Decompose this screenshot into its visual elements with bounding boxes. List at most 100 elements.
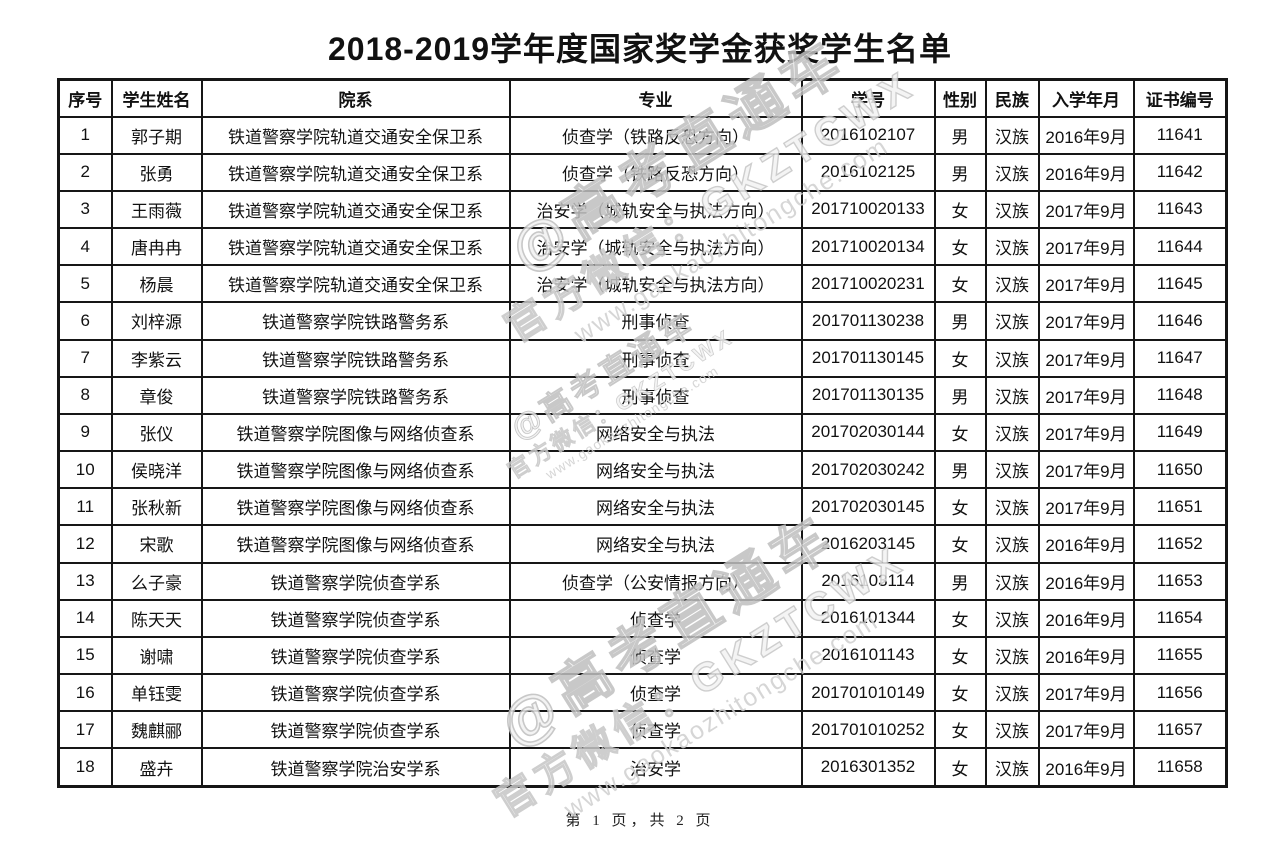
table-row: 9 张仪 铁道警察学院图像与网络侦查系 网络安全与执法 201702030144 女汉族 2… xyxy=(57,412,1228,453)
cell-enrollment-date: 2017年9月 xyxy=(1037,338,1135,378)
cell-gender: 女 xyxy=(933,598,987,638)
cell-department: 铁道警察学院图像与网络侦查系 xyxy=(200,487,511,527)
cell-major: 侦查学 xyxy=(508,635,803,676)
cell-student-name: 张秋新 xyxy=(110,487,203,527)
cell-major: 治安学（城轨安全与执法方向） xyxy=(508,189,803,230)
table-row: 7 李紫云 铁道警察学院铁路警务系 刑事侦查 201701130145 女汉族 2017年9… xyxy=(57,338,1228,378)
cell-department: 铁道警察学院铁路警务系 xyxy=(200,375,511,415)
cell-department: 铁道警察学院图像与网络侦查系 xyxy=(200,450,511,490)
cell-ethnicity: 汉族 xyxy=(984,375,1040,415)
cell-enrollment-date: 2016年9月 xyxy=(1037,635,1135,676)
table-row: 2 张勇 铁道警察学院轨道交通安全保卫系 侦查学（铁路反恐方向） 2016102125 男… xyxy=(57,152,1228,192)
table-row: 11 张秋新 铁道警察学院图像与网络侦查系 网络安全与执法 201702030145 女汉… xyxy=(57,487,1228,527)
cell-major: 侦查学 xyxy=(508,710,803,750)
cell-index: 6 xyxy=(57,301,113,341)
table-row: 3 王雨薇 铁道警察学院轨道交通安全保卫系 治安学（城轨安全与执法方向） 2017100… xyxy=(57,189,1228,230)
cell-certificate-no: 11655 xyxy=(1132,635,1228,676)
cell-gender: 女 xyxy=(933,189,987,230)
cell-department: 铁道警察学院铁路警务系 xyxy=(200,338,511,378)
cell-enrollment-date: 2017年9月 xyxy=(1037,189,1135,230)
cell-major: 治安学（城轨安全与执法方向） xyxy=(508,227,803,267)
cell-student-id: 201701130145 xyxy=(800,338,936,378)
cell-gender: 男 xyxy=(933,375,987,415)
cell-ethnicity: 汉族 xyxy=(984,152,1040,192)
table-row: 14 陈天天 铁道警察学院侦查学系 侦查学 2016101344 女汉族 2016年9月 11… xyxy=(57,598,1228,638)
cell-certificate-no: 11646 xyxy=(1132,301,1228,341)
cell-enrollment-date: 2017年9月 xyxy=(1037,412,1135,453)
cell-student-id: 2016102125 xyxy=(800,152,936,192)
cell-enrollment-date: 2017年9月 xyxy=(1037,301,1135,341)
cell-student-name: 张勇 xyxy=(110,152,203,192)
cell-major: 侦查学（公安情报方向） xyxy=(508,561,803,601)
cell-student-name: 唐冉冉 xyxy=(110,227,203,267)
cell-index: 18 xyxy=(57,747,113,788)
cell-ethnicity: 汉族 xyxy=(984,227,1040,267)
cell-department: 铁道警察学院铁路警务系 xyxy=(200,301,511,341)
table-row: 8 章俊 铁道警察学院铁路警务系 刑事侦查 201701130135 男汉族 2017年9月… xyxy=(57,375,1228,415)
cell-department: 铁道警察学院侦查学系 xyxy=(200,598,511,638)
cell-student-id: 201702030144 xyxy=(800,412,936,453)
cell-ethnicity: 汉族 xyxy=(984,598,1040,638)
cell-certificate-no: 11644 xyxy=(1132,227,1228,267)
cell-index: 16 xyxy=(57,673,113,713)
cell-ethnicity: 汉族 xyxy=(984,747,1040,788)
table-row: 4 唐冉冉 铁道警察学院轨道交通安全保卫系 治安学（城轨安全与执法方向） 2017100… xyxy=(57,227,1228,267)
cell-major: 网络安全与执法 xyxy=(508,412,803,453)
cell-index: 4 xyxy=(57,227,113,267)
header-student-name: 学生姓名 xyxy=(110,78,203,118)
cell-student-name: 张仪 xyxy=(110,412,203,453)
cell-index: 5 xyxy=(57,264,113,304)
cell-index: 1 xyxy=(57,115,113,155)
table-row: 17 魏麒郦 铁道警察学院侦查学系 侦查学 201701010252 女汉族 2017年9月… xyxy=(57,710,1228,750)
cell-ethnicity: 汉族 xyxy=(984,115,1040,155)
cell-student-id: 2016101344 xyxy=(800,598,936,638)
cell-certificate-no: 11651 xyxy=(1132,487,1228,527)
cell-gender: 女 xyxy=(933,338,987,378)
table-row: 15 谢啸 铁道警察学院侦查学系 侦查学 2016101143 女汉族 2016年9月 116… xyxy=(57,635,1228,676)
cell-enrollment-date: 2016年9月 xyxy=(1037,561,1135,601)
cell-enrollment-date: 2017年9月 xyxy=(1037,375,1135,415)
cell-department: 铁道警察学院轨道交通安全保卫系 xyxy=(200,189,511,230)
cell-certificate-no: 11648 xyxy=(1132,375,1228,415)
cell-index: 2 xyxy=(57,152,113,192)
header-row: 序号 学生姓名 院系 专业 学号 性别 民族 入学年月 证书编号 xyxy=(57,78,1228,118)
cell-enrollment-date: 2017年9月 xyxy=(1037,673,1135,713)
table-row: 12 宋歌 铁道警察学院图像与网络侦查系 网络安全与执法 2016203145 女汉族 20… xyxy=(57,524,1228,564)
cell-enrollment-date: 2016年9月 xyxy=(1037,598,1135,638)
cell-certificate-no: 11656 xyxy=(1132,673,1228,713)
cell-gender: 女 xyxy=(933,710,987,750)
cell-student-name: 李紫云 xyxy=(110,338,203,378)
cell-certificate-no: 11645 xyxy=(1132,264,1228,304)
cell-certificate-no: 11641 xyxy=(1132,115,1228,155)
cell-certificate-no: 11652 xyxy=(1132,524,1228,564)
cell-gender: 女 xyxy=(933,524,987,564)
cell-index: 14 xyxy=(57,598,113,638)
cell-student-name: 刘梓源 xyxy=(110,301,203,341)
cell-ethnicity: 汉族 xyxy=(984,338,1040,378)
cell-certificate-no: 11653 xyxy=(1132,561,1228,601)
header-index: 序号 xyxy=(57,78,113,118)
cell-department: 铁道警察学院侦查学系 xyxy=(200,561,511,601)
header-gender: 性别 xyxy=(933,78,987,118)
page-number-footer: 第 1 页，共 2 页 xyxy=(565,813,715,829)
cell-major: 侦查学 xyxy=(508,598,803,638)
cell-student-name: 谢啸 xyxy=(110,635,203,676)
cell-major: 网络安全与执法 xyxy=(508,450,803,490)
cell-ethnicity: 汉族 xyxy=(984,412,1040,453)
cell-student-id: 201702030242 xyxy=(800,450,936,490)
header-ethnicity: 民族 xyxy=(984,78,1040,118)
cell-index: 8 xyxy=(57,375,113,415)
cell-major: 刑事侦查 xyxy=(508,301,803,341)
cell-student-id: 201701130135 xyxy=(800,375,936,415)
cell-major: 网络安全与执法 xyxy=(508,487,803,527)
cell-student-id: 201710020133 xyxy=(800,189,936,230)
cell-student-name: 盛卉 xyxy=(110,747,203,788)
header-enrollment-date: 入学年月 xyxy=(1037,78,1135,118)
cell-gender: 女 xyxy=(933,673,987,713)
cell-student-name: 么子豪 xyxy=(110,561,203,601)
cell-department: 铁道警察学院轨道交通安全保卫系 xyxy=(200,152,511,192)
cell-ethnicity: 汉族 xyxy=(984,561,1040,601)
cell-student-name: 郭子期 xyxy=(110,115,203,155)
table-body: 1 郭子期 铁道警察学院轨道交通安全保卫系 侦查学（铁路反恐方向） 2016102107… xyxy=(57,115,1228,788)
